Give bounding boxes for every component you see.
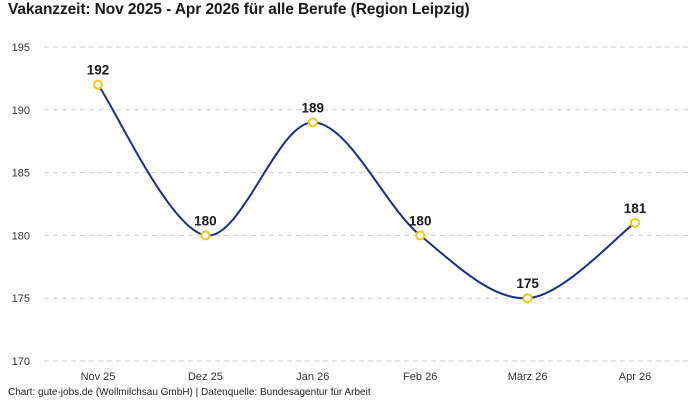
data-point — [93, 79, 103, 90]
x-tick-label: März 26 — [508, 371, 548, 383]
data-label: 180 — [409, 213, 432, 228]
chart-source: Chart: gute-jobs.de (Wollmilchsau GmbH) … — [8, 387, 371, 398]
data-point — [522, 293, 533, 304]
data-point — [200, 230, 211, 241]
data-point — [630, 217, 640, 228]
y-tick-label: 170 — [12, 356, 30, 368]
data-markers — [93, 79, 640, 304]
y-tick-label: 175 — [12, 293, 30, 305]
x-tick-label: Feb 26 — [403, 371, 437, 383]
x-tick-label: Nov 25 — [81, 371, 116, 383]
y-tick-label: 190 — [12, 105, 30, 117]
x-axis-ticks: Nov 25 Dez 25 Jan 26 Feb 26 März 26 Apr 26 — [81, 371, 652, 383]
y-tick-label: 185 — [12, 168, 30, 180]
data-label: 189 — [302, 100, 325, 115]
gridlines — [44, 46, 692, 362]
data-label: 181 — [624, 201, 647, 216]
x-tick-label: Dez 25 — [188, 371, 223, 383]
data-labels: 192 180 189 180 175 181 — [87, 63, 647, 292]
series-line — [97, 84, 636, 300]
y-tick-label: 180 — [12, 230, 30, 242]
y-tick-label: 195 — [12, 42, 30, 54]
data-label: 192 — [87, 63, 110, 78]
data-point — [307, 117, 318, 128]
data-label: 175 — [516, 276, 539, 291]
chart-title: Vakanzzeit: Nov 2025 - Apr 2026 für alle… — [8, 1, 470, 18]
x-tick-label: Jan 26 — [296, 371, 329, 383]
y-axis-ticks: 170 175 180 185 190 195 — [12, 42, 30, 368]
data-point — [415, 230, 426, 241]
x-tick-label: Apr 26 — [619, 371, 651, 383]
data-label: 180 — [194, 213, 217, 228]
